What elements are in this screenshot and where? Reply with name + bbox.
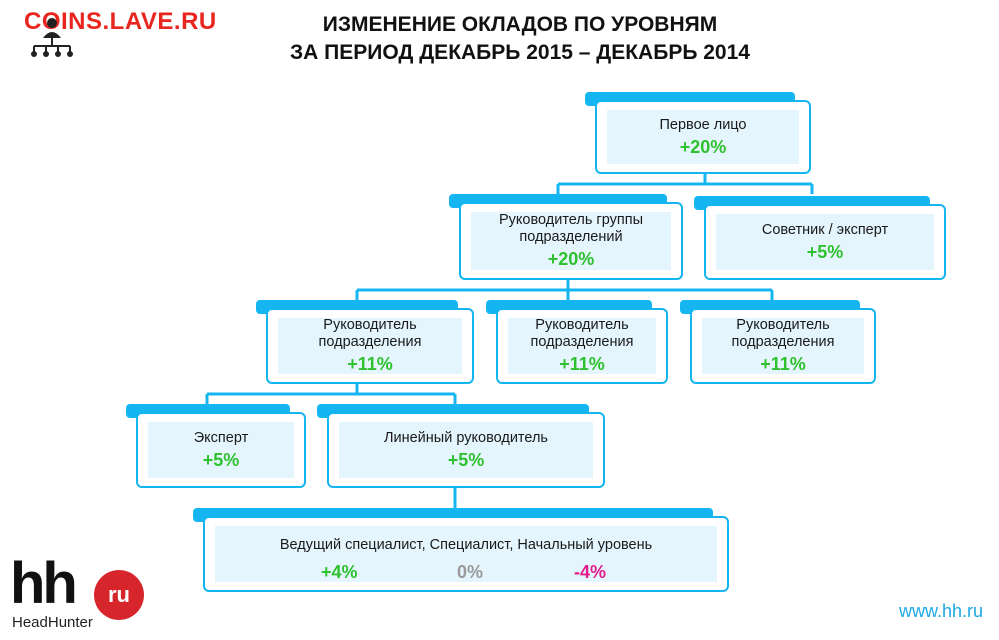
node-value: +11% xyxy=(347,354,393,374)
node-value: +11% xyxy=(760,354,806,374)
node-value: +5% xyxy=(202,449,240,470)
node-label: Руководитель группы подразделений xyxy=(498,212,643,245)
headhunter-logo[interactable]: hh ru HeadHunter xyxy=(10,551,150,636)
node-advisor: Советник / эксперт +5% xyxy=(694,196,946,280)
node-label: Эксперт xyxy=(193,429,249,446)
title-line-2: ЗА ПЕРИОД ДЕКАБРЬ 2015 – ДЕКАБРЬ 2014 xyxy=(290,41,750,64)
page-title: ИЗМЕНЕНИЕ ОКЛАДОВ ПО УРОВНЯМ ЗА ПЕРИОД Д… xyxy=(200,11,840,67)
value-entry-level: -4% xyxy=(574,562,607,582)
node-dept-head-1: Руководитель подразделения +11% xyxy=(256,300,474,384)
node-label: Первое лицо xyxy=(659,116,747,133)
node-first-person: Первое лицо +20% xyxy=(585,92,811,174)
node-label: Руководитель подразделения xyxy=(530,317,634,350)
value-leading-specialist: +4% xyxy=(321,562,358,582)
node-value: +20% xyxy=(679,136,727,157)
node-label: Ведущий специалист, Специалист, Начальны… xyxy=(279,536,653,553)
node-specialists: Ведущий специалист, Специалист, Начальны… xyxy=(193,508,729,592)
value-specialist: 0% xyxy=(457,562,484,582)
node-label: Руководитель подразделения xyxy=(731,317,835,350)
site-link[interactable]: www.hh.ru xyxy=(898,601,983,621)
node-line-manager: Линейный руководитель +5% xyxy=(317,404,605,488)
title-line-1: ИЗМЕНЕНИЕ ОКЛАДОВ ПО УРОВНЯМ xyxy=(322,13,718,36)
node-value: +20% xyxy=(547,249,595,269)
node-group-head: Руководитель группы подразделений +20% xyxy=(449,194,683,280)
node-label: Руководитель подразделения xyxy=(318,317,422,350)
node-expert: Эксперт +5% xyxy=(126,404,306,488)
node-dept-head-2: Руководитель подразделения +11% xyxy=(486,300,668,384)
logo-brand: HeadHunter xyxy=(12,614,93,631)
logo-badge: ru xyxy=(94,570,144,620)
logo-mark: hh xyxy=(10,551,78,616)
node-value: +5% xyxy=(447,449,485,470)
node-value: +11% xyxy=(559,354,605,374)
node-value: +5% xyxy=(806,241,844,262)
node-dept-head-3: Руководитель подразделения +11% xyxy=(680,300,876,384)
node-label: Советник / эксперт xyxy=(761,221,889,238)
node-label: Линейный руководитель xyxy=(384,429,548,446)
org-structure-icon xyxy=(31,18,73,57)
